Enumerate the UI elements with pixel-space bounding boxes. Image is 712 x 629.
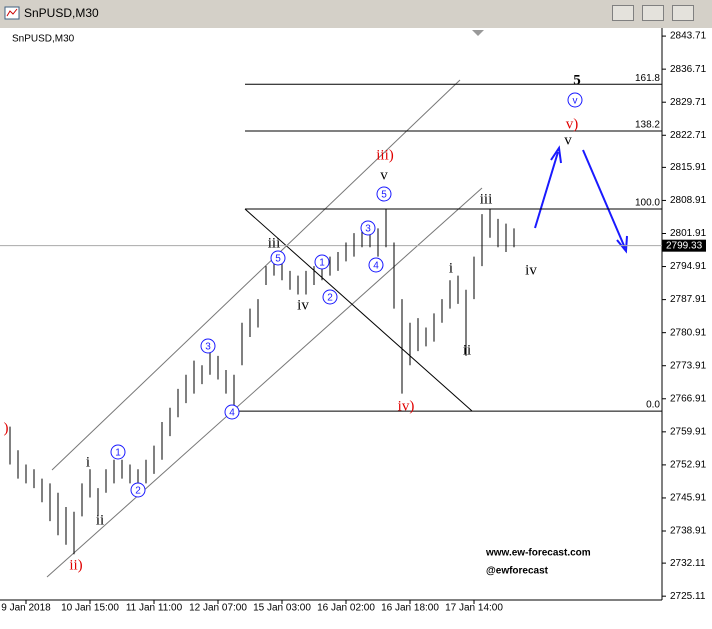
maximize-button[interactable] — [642, 5, 664, 21]
wave-circle — [270, 250, 286, 266]
y-tick-label: 2738.91 — [670, 526, 707, 537]
fib-label: 138.2 — [635, 120, 660, 131]
y-tick-label: 2822.71 — [670, 130, 707, 141]
x-tick-label: 10 Jan 15:00 — [61, 603, 119, 614]
fib-label: 161.8 — [635, 73, 660, 84]
wave-label: 4 — [229, 408, 235, 419]
fib-label: 0.0 — [646, 400, 660, 411]
y-tick-label: 2794.91 — [670, 261, 707, 272]
wave-label: v — [573, 96, 578, 107]
forecast-arrows — [534, 145, 628, 254]
wave-circle — [360, 220, 376, 236]
y-tick-label: 2780.91 — [670, 327, 707, 338]
wave-circle — [130, 482, 146, 498]
window-title: SnPUSD,M30 — [24, 6, 99, 20]
y-tick-label: 2725.11 — [670, 591, 706, 602]
wave-circle — [567, 92, 583, 108]
wave-label: 5 — [573, 72, 581, 88]
shift-marker — [472, 30, 484, 36]
wave-label: ii — [96, 512, 104, 528]
wave-circle — [368, 257, 384, 273]
wave-label: 3 — [365, 224, 371, 235]
wave-label: ii) — [69, 557, 82, 573]
app-icon — [4, 6, 20, 20]
last-price-box — [662, 239, 706, 252]
last-price-label: 2799.33 — [666, 240, 703, 251]
x-tick-label: 16 Jan 18:00 — [381, 603, 439, 614]
arrow-head — [550, 145, 562, 164]
wave-label: ) — [4, 420, 9, 436]
wave-circle — [314, 254, 330, 270]
y-tick-label: 2808.91 — [670, 195, 707, 206]
wave-label: 2 — [135, 486, 141, 497]
wave-label: i — [86, 454, 90, 470]
wave-label: 3 — [205, 342, 211, 353]
x-tick-label: 11 Jan 11:00 — [126, 603, 183, 614]
wave-circle — [200, 338, 216, 354]
close-button[interactable] — [672, 5, 694, 21]
y-tick-label: 2787.91 — [670, 294, 707, 305]
wave-label: iv) — [398, 398, 415, 414]
chart: SnPUSD,M30 2725.11 2732.11 2738.91 2745.91 2… — [0, 28, 712, 629]
x-tick-label: 9 Jan 2018 — [1, 603, 51, 614]
wave-label: iv — [297, 297, 309, 313]
arrow-up — [534, 151, 559, 229]
wave-label: v — [380, 167, 388, 183]
y-tick-label: 2759.91 — [670, 426, 707, 437]
y-tick-label: 2829.71 — [670, 97, 707, 108]
y-tick-label: 2752.91 — [670, 460, 707, 471]
watermark: www.ew-forecast.com — [485, 548, 591, 559]
y-tick-label: 2843.71 — [670, 31, 707, 42]
arrow-down — [582, 149, 626, 249]
wave-label: v — [564, 132, 572, 148]
wave-label: 1 — [319, 258, 325, 269]
wave-label: iii — [268, 235, 281, 251]
wave-label: iii) — [376, 147, 394, 163]
wave-circle — [110, 444, 126, 460]
wave-label: 2 — [327, 293, 333, 304]
y-tick-label: 2766.91 — [670, 393, 707, 404]
wave-label: v) — [566, 116, 579, 132]
wave-label: iii — [480, 191, 493, 207]
y-tick-label: 2745.91 — [670, 493, 707, 504]
y-tick-label: 2732.11 — [670, 558, 706, 569]
wave-label: 1 — [115, 448, 121, 459]
wave-label: 5 — [275, 254, 281, 265]
x-tick-label: 12 Jan 07:00 — [189, 603, 247, 614]
minimize-button[interactable] — [612, 5, 634, 21]
triangle-line — [244, 208, 473, 412]
wave-circle — [322, 289, 338, 305]
x-tick-label: 17 Jan 14:00 — [445, 603, 503, 614]
y-tick-label: 2815.91 — [670, 162, 707, 173]
watermark: @ewforecast — [486, 566, 549, 577]
chart-background — [0, 28, 712, 629]
wave-label: i — [449, 260, 453, 276]
wave-label: 5 — [381, 190, 387, 201]
wave-label: 4 — [373, 261, 379, 272]
fib-label: 100.0 — [635, 198, 660, 209]
y-tick-label: 2836.71 — [670, 64, 707, 75]
x-tick-label: 15 Jan 03:00 — [253, 603, 311, 614]
y-tick-label: 2773.91 — [670, 360, 707, 371]
channel-lower — [46, 187, 483, 578]
title-bar: SnPUSD,M30 — [0, 0, 712, 26]
y-tick-label: 2801.91 — [670, 228, 707, 239]
symbol-label: SnPUSD,M30 — [12, 34, 75, 45]
channel-upper — [51, 79, 461, 471]
wave-label: ii — [463, 342, 471, 358]
wave-circle — [224, 404, 240, 420]
wave-label: iv — [525, 262, 537, 278]
wave-circle — [376, 186, 392, 202]
x-tick-label: 16 Jan 02:00 — [317, 603, 375, 614]
arrow-head — [616, 235, 628, 254]
